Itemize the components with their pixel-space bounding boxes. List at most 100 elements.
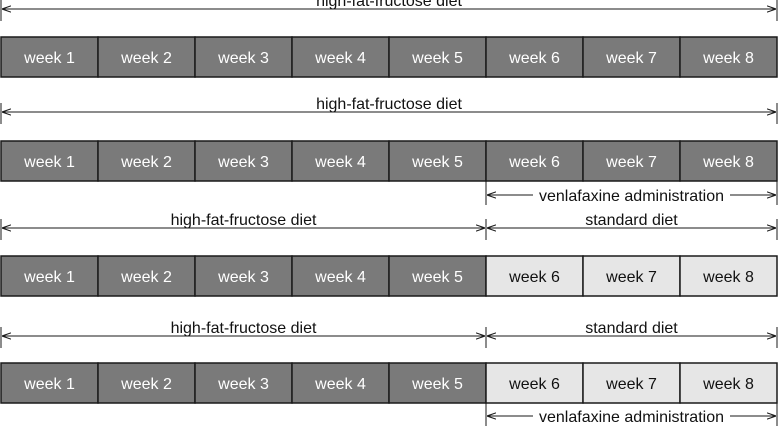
span-label: high-fat-fructose diet	[316, 0, 462, 10]
week-cell: week 1	[0, 36, 99, 78]
week-cell: week 4	[291, 255, 390, 297]
week-cell: week 6	[485, 140, 584, 182]
week-label: week 2	[120, 50, 172, 67]
week-cell-box	[0, 36, 99, 78]
week-label: week 3	[217, 376, 269, 393]
span-label: high-fat-fructose diet	[171, 320, 317, 337]
diet-span-3-1: high-fat-fructose diet	[0, 212, 487, 240]
week-label: week 6	[508, 269, 560, 286]
week-cell: week 6	[485, 362, 584, 404]
week-label: week 8	[702, 50, 754, 67]
week-label: week 4	[314, 269, 366, 286]
week-cell: week 3	[194, 140, 293, 182]
week-label: week 8	[702, 269, 754, 286]
week-label: week 7	[605, 269, 657, 286]
week-cell: week 1	[0, 362, 99, 404]
timeline-row-4: week 1 week 2 week 3 week 4 week 5 week 6 week…	[0, 362, 778, 404]
week-label: week 4	[314, 376, 366, 393]
week-cell-box	[679, 255, 778, 297]
week-cell: week 2	[97, 140, 196, 182]
week-cell-box	[388, 36, 487, 78]
week-cell: week 7	[582, 255, 681, 297]
week-cell: week 6	[485, 36, 584, 78]
week-label: week 1	[23, 154, 75, 171]
week-cell: week 8	[679, 255, 778, 297]
week-cell: week 4	[291, 362, 390, 404]
week-cell: week 7	[582, 36, 681, 78]
week-cell: week 2	[97, 36, 196, 78]
week-cell-box	[194, 255, 293, 297]
span-label: high-fat-fructose diet	[316, 96, 462, 113]
week-cell: week 5	[388, 140, 487, 182]
week-label: week 3	[217, 50, 269, 67]
diet-span-4-1: high-fat-fructose diet	[0, 320, 487, 348]
week-cell-box	[485, 140, 584, 182]
diet-span-3-2: standard diet	[485, 212, 778, 240]
week-cell: week 8	[679, 36, 778, 78]
span-label: venlafaxine administration	[539, 188, 724, 205]
week-cell: week 6	[485, 255, 584, 297]
week-label: week 7	[605, 50, 657, 67]
diet-span-1-1: high-fat-fructose diet	[0, 0, 778, 21]
week-label: week 5	[411, 376, 463, 393]
span-label: high-fat-fructose diet	[171, 212, 317, 229]
week-cell: week 5	[388, 255, 487, 297]
week-label: week 6	[508, 154, 560, 171]
week-cell-box	[194, 36, 293, 78]
week-label: week 8	[702, 154, 754, 171]
week-cell-box	[194, 362, 293, 404]
timeline-row-3: week 1 week 2 week 3 week 4 week 5 week 6 week…	[0, 255, 778, 297]
week-cell-box	[97, 140, 196, 182]
week-cell: week 3	[194, 36, 293, 78]
week-cell: week 8	[679, 362, 778, 404]
week-cell: week 3	[194, 255, 293, 297]
week-label: week 2	[120, 376, 172, 393]
timeline-row-1: week 1 week 2 week 3 week 4 week 5 week 6 week…	[0, 36, 778, 78]
week-cell: week 3	[194, 362, 293, 404]
week-label: week 7	[605, 376, 657, 393]
week-cell: week 1	[0, 140, 99, 182]
week-label: week 1	[23, 50, 75, 67]
week-cell-box	[291, 362, 390, 404]
week-label: week 3	[217, 154, 269, 171]
week-label: week 1	[23, 269, 75, 286]
diet-span-4-2: standard diet	[485, 320, 778, 348]
week-cell-box	[582, 140, 681, 182]
week-cell: week 5	[388, 36, 487, 78]
diet-span-2-1: high-fat-fructose diet	[0, 96, 778, 124]
span-label: venlafaxine administration	[539, 409, 724, 426]
week-cell-box	[388, 140, 487, 182]
week-cell: week 4	[291, 36, 390, 78]
week-cell-box	[388, 255, 487, 297]
week-cell-box	[0, 255, 99, 297]
week-label: week 5	[411, 269, 463, 286]
week-label: week 4	[314, 50, 366, 67]
week-cell: week 7	[582, 140, 681, 182]
week-cell: week 8	[679, 140, 778, 182]
week-label: week 5	[411, 50, 463, 67]
week-cell-box	[485, 36, 584, 78]
week-label: week 6	[508, 376, 560, 393]
week-cell-box	[194, 140, 293, 182]
week-cell: week 1	[0, 255, 99, 297]
week-cell-box	[582, 36, 681, 78]
week-label: week 8	[702, 376, 754, 393]
week-cell: week 7	[582, 362, 681, 404]
week-label: week 5	[411, 154, 463, 171]
week-label: week 3	[217, 269, 269, 286]
timeline-row-2: week 1 week 2 week 3 week 4 week 5 week 6 week…	[0, 140, 778, 182]
week-cell-box	[291, 140, 390, 182]
week-cell-box	[679, 362, 778, 404]
week-label: week 2	[120, 269, 172, 286]
treatment-span-2-1: venlafaxine administration	[485, 181, 778, 205]
week-cell-box	[97, 36, 196, 78]
span-label: standard diet	[585, 320, 678, 337]
week-cell-box	[291, 255, 390, 297]
week-cell: week 5	[388, 362, 487, 404]
week-cell: week 2	[97, 255, 196, 297]
span-label: standard diet	[585, 212, 678, 229]
week-label: week 1	[23, 376, 75, 393]
week-label: week 7	[605, 154, 657, 171]
